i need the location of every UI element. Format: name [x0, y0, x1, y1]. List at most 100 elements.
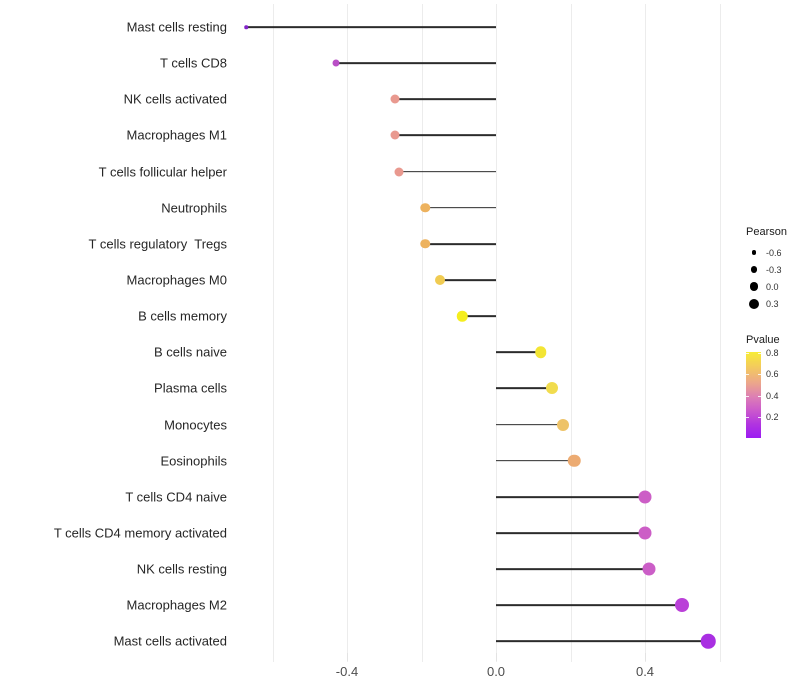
category-label: Plasma cells: [154, 380, 227, 396]
category-label: B cells naive: [154, 344, 227, 360]
pvalue-legend-title: Pvalue: [746, 334, 780, 346]
size-legend-entry: -0.6: [746, 244, 787, 261]
pvalue-colorbar-wrap: 0.8 0.6 0.4 0.2: [746, 348, 780, 438]
data-point-dot: [557, 418, 570, 431]
gridline: [496, 4, 497, 662]
colorbar-tick-label: 0.2: [766, 412, 779, 422]
stem-line: [496, 351, 541, 354]
stem-line: [496, 532, 645, 534]
stem-line: [496, 423, 564, 426]
category-label: T cells regulatory Tregs: [88, 236, 227, 252]
size-legend-dot-cell: [746, 282, 762, 291]
category-label: NK cells resting: [136, 561, 227, 577]
category-label: Mast cells resting: [126, 19, 227, 35]
colorbar-tick-label: 0.6: [766, 369, 779, 379]
x-axis-tick-mark: [496, 653, 497, 661]
size-legend-dot-icon: [750, 266, 758, 273]
size-legend-label: 0.0: [766, 281, 779, 292]
pearson-legend-title: Pearson: [746, 226, 787, 238]
size-legend-entry: 0.0: [746, 278, 787, 295]
x-axis-tick-label: 0.0: [486, 664, 506, 679]
data-point-dot: [545, 382, 558, 395]
pvalue-color-legend: Pvalue 0.8 0.6 0.4 0.2: [746, 334, 780, 438]
data-point-dot: [244, 25, 249, 29]
size-legend-dot-cell: [746, 250, 762, 255]
category-label: T cells CD4 memory activated: [53, 525, 227, 541]
data-point-dot: [390, 130, 400, 140]
size-legend-dot-cell: [746, 266, 762, 273]
colorbar-tick-mark: [758, 395, 761, 397]
data-point-dot: [701, 634, 716, 649]
category-label: T cells follicular helper: [98, 164, 227, 180]
colorbar-tick-mark: [746, 353, 749, 354]
stem-line: [496, 568, 649, 570]
stem-line: [395, 134, 496, 137]
stem-line: [425, 206, 496, 209]
stem-line: [440, 279, 496, 281]
size-legend-entry: 0.3: [746, 295, 787, 312]
data-point-dot: [642, 562, 656, 576]
data-point-dot: [638, 526, 652, 540]
size-legend-dot-cell: [746, 298, 762, 309]
data-point-dot: [534, 346, 547, 358]
data-point-dot: [394, 167, 404, 177]
pearson-size-legend: Pearson -0.6 -0.3 0.0 0.3: [746, 226, 787, 312]
category-label: Macrophages M2: [126, 597, 227, 613]
colorbar-tick-label: 0.8: [766, 348, 779, 358]
colorbar-tick-mark: [746, 374, 749, 375]
category-label: Neutrophils: [161, 200, 227, 216]
stem-line: [335, 62, 496, 64]
data-point-dot: [567, 454, 581, 467]
stem-line: [496, 387, 552, 390]
category-label: Monocytes: [164, 417, 227, 433]
colorbar-tick-mark: [758, 353, 761, 354]
data-point-dot: [420, 239, 430, 249]
gridline: [272, 4, 274, 662]
gridline: [347, 4, 348, 662]
gridline: [570, 4, 572, 662]
colorbar-tick-mark: [758, 374, 761, 375]
x-axis-tick-mark: [347, 653, 348, 661]
stem-line: [496, 495, 645, 498]
category-label: B cells memory: [138, 308, 227, 324]
category-label: Eosinophils: [160, 453, 228, 469]
size-legend-label: -0.6: [766, 247, 782, 258]
pearson-legend-entries: -0.6 -0.3 0.0 0.3: [746, 244, 787, 312]
category-label: NK cells activated: [123, 91, 227, 107]
colorbar-tick-mark: [746, 395, 749, 397]
size-legend-dot-icon: [749, 282, 759, 291]
x-axis-tick-label: 0.4: [635, 664, 655, 679]
size-legend-label: -0.3: [766, 264, 782, 275]
data-point-dot: [457, 310, 468, 322]
data-point-dot: [435, 274, 446, 285]
category-label: T cells CD4 naive: [125, 489, 227, 505]
stem-line: [496, 459, 575, 462]
category-label: Macrophages M1: [126, 127, 227, 143]
colorbar-tick-mark: [758, 417, 761, 418]
stem-line: [395, 98, 496, 101]
pvalue-colorbar-gradient: [746, 352, 761, 438]
x-axis-tick-mark: [645, 653, 646, 661]
stem-line: [246, 26, 496, 28]
category-label: Mast cells activated: [113, 633, 227, 649]
size-legend-dot-icon: [749, 298, 759, 309]
data-point-dot: [332, 59, 340, 67]
gridline: [719, 4, 721, 662]
data-point-dot: [638, 490, 652, 504]
size-legend-dot-icon: [751, 250, 757, 255]
gridline: [421, 4, 423, 662]
colorbar-tick-label: 0.4: [766, 390, 779, 401]
x-axis-tick-label: -0.4: [335, 664, 359, 679]
stem-line: [425, 242, 496, 245]
data-point-dot: [420, 202, 430, 213]
size-legend-entry: -0.3: [746, 261, 787, 278]
colorbar-tick-mark: [746, 417, 749, 418]
size-legend-label: 0.3: [766, 298, 779, 309]
category-label: T cells CD8: [160, 55, 227, 71]
data-point-dot: [675, 598, 690, 613]
stem-line: [462, 315, 496, 317]
gridline: [645, 4, 646, 662]
stem-line: [399, 170, 496, 173]
stem-line: [496, 604, 683, 607]
